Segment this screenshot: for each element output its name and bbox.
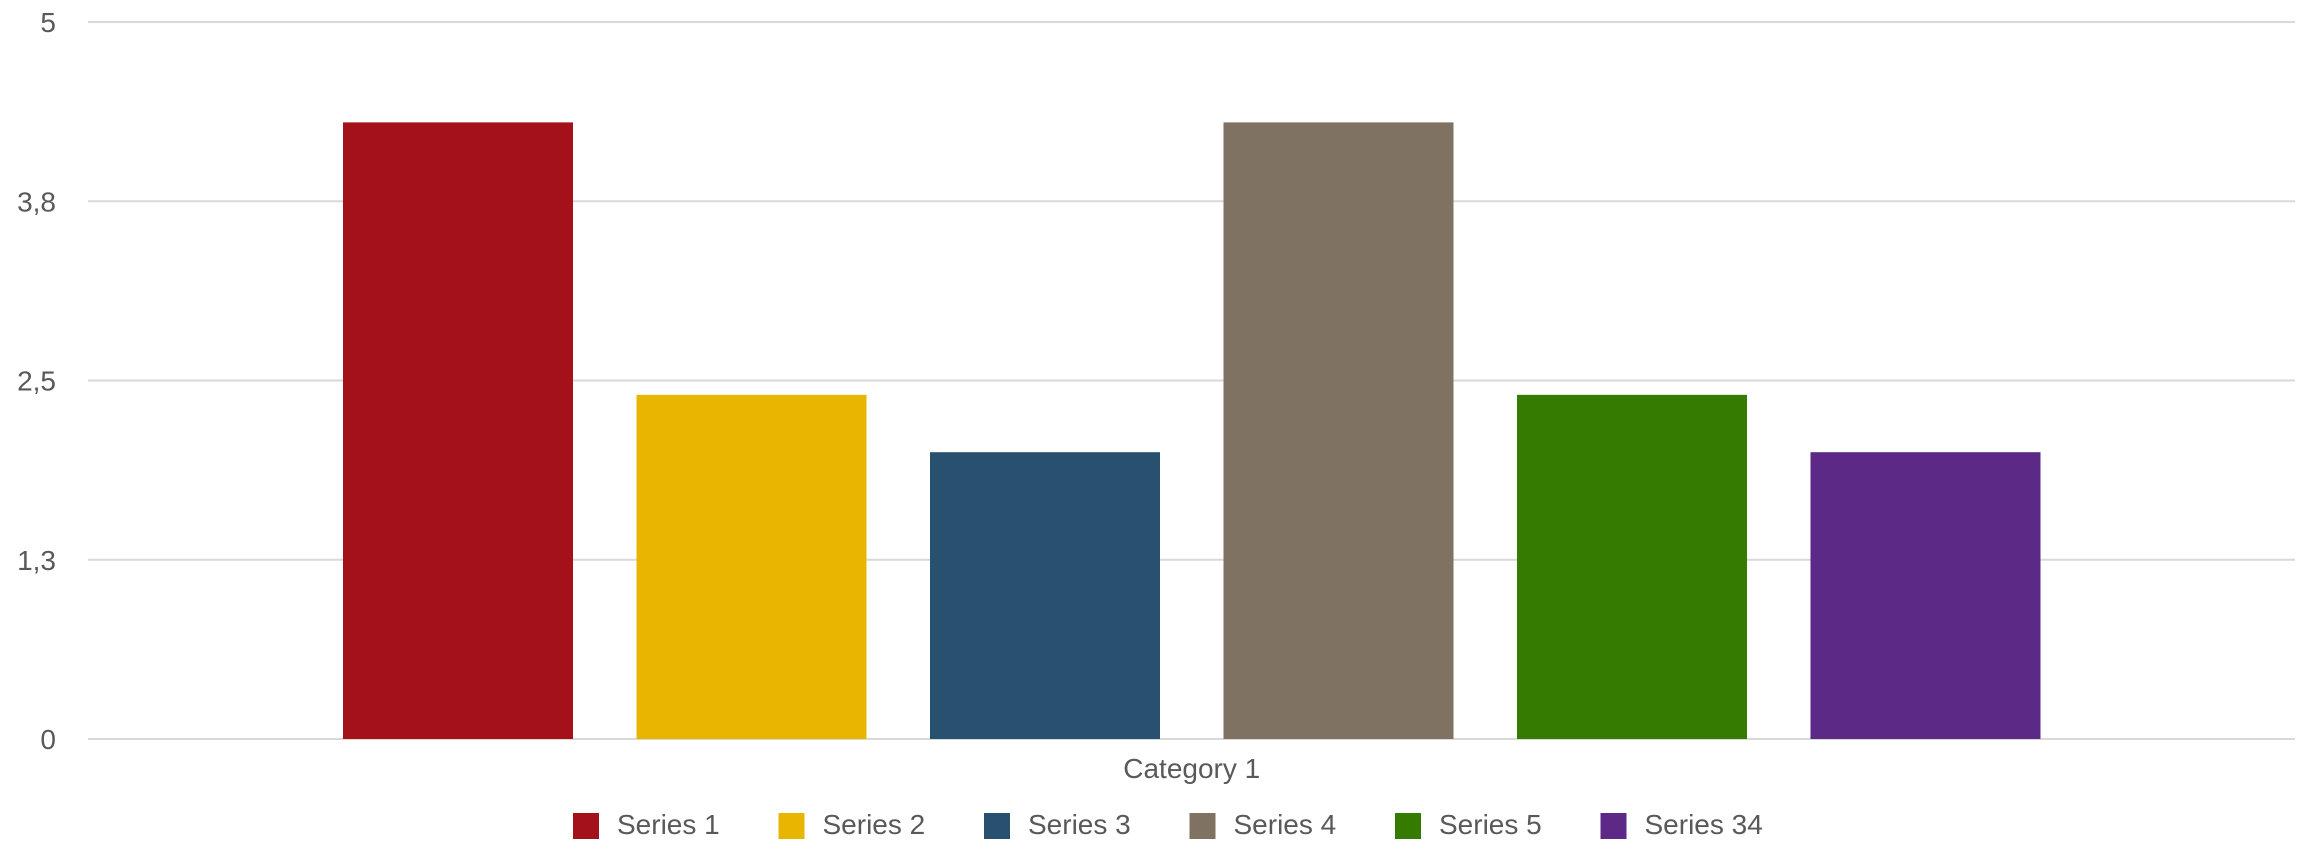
y-tick-label: 0 [40,724,56,755]
legend-swatch [1395,813,1421,839]
bar-series-34 [1810,452,2041,739]
legend-label: Series 5 [1439,809,1542,840]
legend-item: Series 1 [573,809,720,840]
legend-item: Series 3 [984,809,1131,840]
legend-item: Series 5 [1395,809,1542,840]
y-tick-label: 1,3 [17,545,56,576]
bar-series-5 [1517,394,1747,739]
legend-item: Series 34 [1600,809,1763,840]
legend-swatch [1600,813,1627,839]
legend-item: Series 4 [1189,809,1337,840]
legend-swatch [1189,813,1216,839]
legend-swatch [573,813,599,839]
x-axis-category-labels: Category 1 [1123,753,1260,784]
legend-label: Series 4 [1234,809,1337,840]
y-axis-tick-labels: 0 1,3 2,5 3,8 5 [17,7,56,755]
bar-series-4 [1223,122,1454,739]
y-tick-label: 5 [40,7,56,38]
x-category-label: Category 1 [1123,753,1260,784]
y-tick-label: 2,5 [17,366,56,397]
legend-item: Series 2 [778,809,926,840]
legend-swatch [984,813,1010,839]
bars [343,122,2041,739]
bar-series-2 [636,394,867,739]
legend-label: Series 1 [617,809,720,840]
legend-label: Series 3 [1028,809,1131,840]
y-tick-label: 3,8 [17,186,56,217]
legend-label: Series 34 [1645,809,1763,840]
bar-series-3 [930,452,1160,739]
legend-swatch [778,813,805,839]
bar-series-1 [343,122,573,739]
legend-label: Series 2 [823,809,926,840]
legend: Series 1 Series 2 Series 3 Series 4 Series 5… [573,809,1763,840]
